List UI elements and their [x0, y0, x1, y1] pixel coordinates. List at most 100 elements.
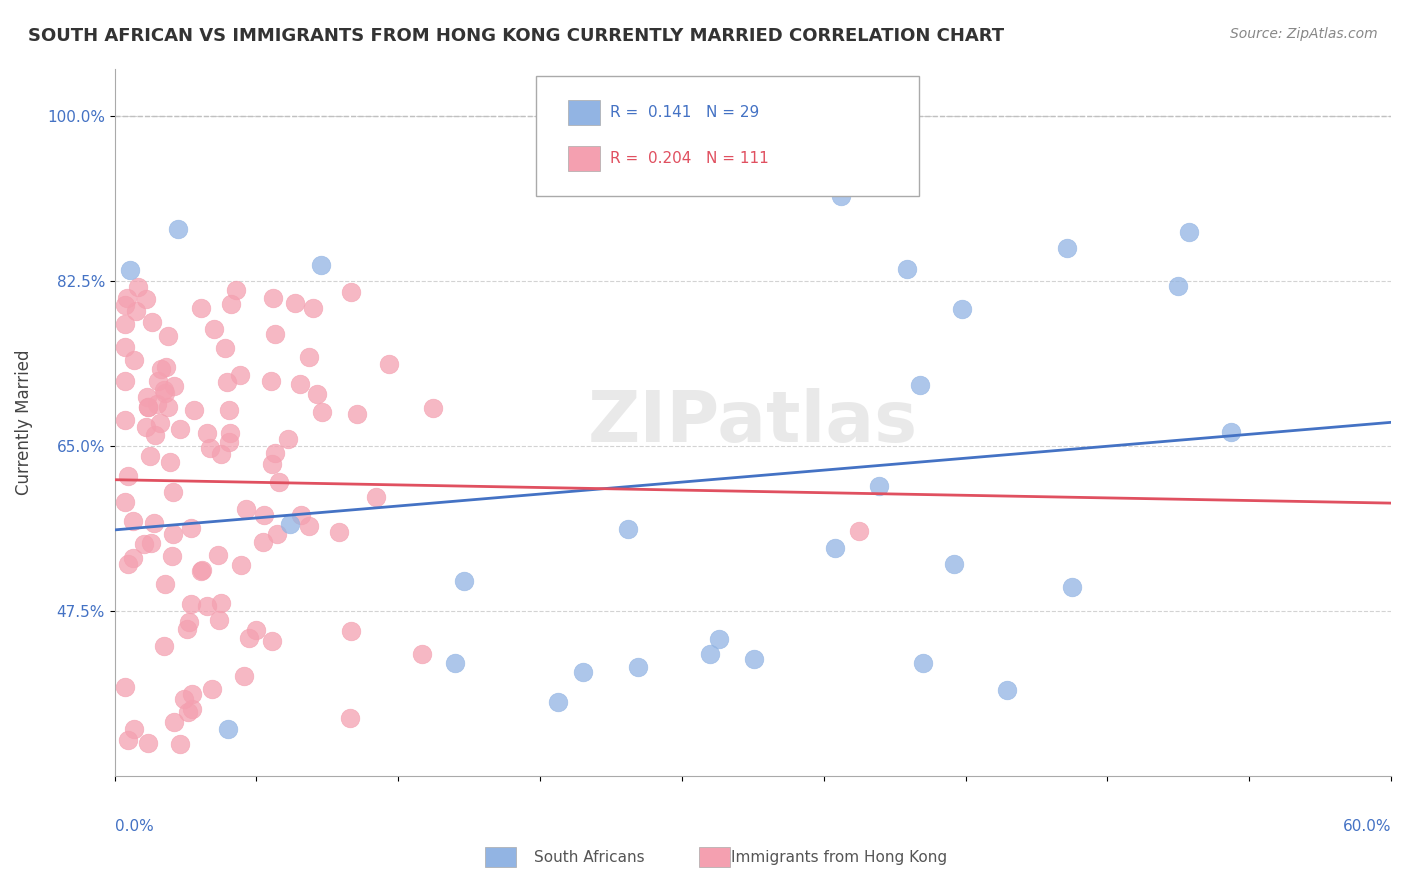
Point — [232, 669, 254, 683]
Point — [422, 401, 444, 416]
Point — [263, 445, 285, 459]
Point — [950, 301, 973, 316]
Point — [1178, 225, 1201, 239]
Point — [284, 295, 307, 310]
Point — [824, 541, 846, 556]
Text: Source: ZipAtlas.com: Source: ZipAtlas.com — [1230, 27, 1378, 41]
Point — [136, 390, 159, 404]
Point — [180, 597, 202, 611]
Point — [167, 222, 190, 236]
Point — [114, 340, 136, 354]
Point — [173, 692, 195, 706]
Point — [181, 702, 204, 716]
Point — [278, 516, 301, 531]
Point — [219, 296, 242, 310]
Point — [150, 362, 173, 376]
Bar — [485, 847, 516, 867]
Point — [707, 632, 730, 646]
Point — [114, 494, 136, 508]
Point — [202, 321, 225, 335]
Point — [264, 327, 287, 342]
Point — [378, 357, 401, 371]
Point — [121, 551, 143, 566]
Point — [177, 615, 200, 629]
Point — [124, 303, 146, 318]
Point — [153, 383, 176, 397]
Point — [298, 519, 321, 533]
Point — [219, 425, 242, 440]
Point — [238, 631, 260, 645]
Point — [180, 687, 202, 701]
Point — [162, 526, 184, 541]
Point — [155, 385, 177, 400]
Point — [169, 737, 191, 751]
Point — [114, 318, 136, 332]
Text: 60.0%: 60.0% — [1343, 819, 1391, 834]
Point — [117, 469, 139, 483]
Point — [225, 284, 247, 298]
Point — [118, 263, 141, 277]
Point — [209, 596, 232, 610]
Point — [159, 455, 181, 469]
Point — [162, 485, 184, 500]
Point — [122, 353, 145, 368]
Point — [115, 291, 138, 305]
Point — [136, 400, 159, 414]
Point — [214, 341, 236, 355]
Point — [183, 403, 205, 417]
Point — [155, 359, 177, 374]
Point — [218, 402, 240, 417]
Point — [208, 613, 231, 627]
Text: R =  0.204   N = 111: R = 0.204 N = 111 — [610, 151, 769, 166]
Point — [229, 558, 252, 573]
Point — [180, 521, 202, 535]
Point — [444, 656, 467, 670]
Point — [163, 714, 186, 729]
Point — [617, 522, 640, 536]
Point — [260, 634, 283, 648]
Point — [157, 401, 180, 415]
Point — [190, 565, 212, 579]
Point — [1056, 241, 1078, 255]
Point — [235, 502, 257, 516]
Point — [298, 350, 321, 364]
Point — [366, 491, 388, 505]
Point — [190, 301, 212, 315]
Text: Immigrants from Hong Kong: Immigrants from Hong Kong — [731, 850, 948, 865]
Point — [709, 163, 731, 178]
FancyBboxPatch shape — [536, 76, 918, 196]
Point — [127, 280, 149, 294]
Point — [135, 292, 157, 306]
Point — [136, 401, 159, 415]
Point — [290, 376, 312, 391]
FancyBboxPatch shape — [568, 146, 599, 171]
Point — [267, 475, 290, 489]
Text: ZIPatlas: ZIPatlas — [588, 388, 918, 457]
Point — [217, 723, 239, 737]
Point — [699, 647, 721, 661]
Point — [169, 422, 191, 436]
Text: R =  0.141   N = 29: R = 0.141 N = 29 — [610, 105, 759, 120]
Point — [143, 516, 166, 531]
Point — [138, 736, 160, 750]
Point — [908, 378, 931, 392]
Y-axis label: Currently Married: Currently Married — [15, 350, 32, 495]
Point — [245, 623, 267, 637]
Point — [141, 314, 163, 328]
Point — [328, 524, 350, 539]
Point — [146, 397, 169, 411]
Point — [339, 285, 361, 300]
Point — [253, 508, 276, 522]
Point — [868, 479, 890, 493]
Point — [453, 574, 475, 589]
Point — [942, 557, 965, 571]
Point — [571, 665, 593, 680]
Point — [114, 412, 136, 426]
Point — [626, 660, 648, 674]
Point — [896, 262, 918, 277]
Point — [198, 441, 221, 455]
Point — [148, 416, 170, 430]
Point — [117, 557, 139, 571]
Point — [139, 450, 162, 464]
Point — [160, 549, 183, 563]
